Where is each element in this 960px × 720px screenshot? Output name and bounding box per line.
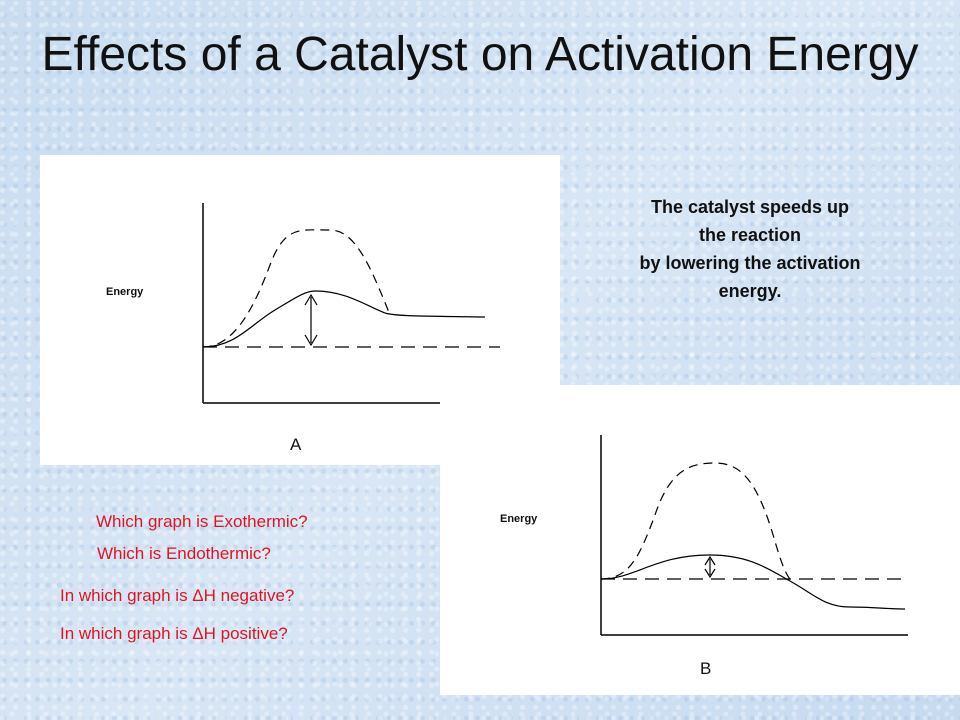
- question-exothermic: Which graph is Exothermic?: [96, 512, 308, 531]
- graph-a-caption: A: [290, 435, 302, 454]
- note-line: by lowering the activation: [639, 253, 861, 273]
- note-line: energy.: [718, 281, 782, 301]
- uncatalyzed-curve: [202, 229, 391, 348]
- graph-b-panel: Energy B: [440, 385, 960, 695]
- slide-title: Effects of a Catalyst on Activation Ener…: [41, 28, 919, 81]
- catalyzed-curve: [202, 290, 486, 348]
- graph-b-y-label: Energy: [500, 513, 538, 525]
- catalyzed-curve: [600, 554, 906, 610]
- catalyst-note: The catalyst speeds up the reaction by l…: [580, 193, 920, 305]
- note-line: The catalyst speeds up: [650, 197, 850, 217]
- graph-b-figure: [600, 435, 908, 636]
- activation-energy-arrow: [304, 293, 318, 347]
- uncatalyzed-curve: [600, 462, 793, 583]
- note-line: the reaction: [698, 225, 802, 245]
- question-delta-h-negative: In which graph is ΔH negative?: [60, 586, 295, 605]
- graph-a-figure: [202, 203, 510, 404]
- question-endothermic: Which is Endothermic?: [97, 544, 271, 563]
- graph-a-y-label: Energy: [106, 286, 144, 298]
- activation-energy-arrow: [704, 555, 716, 579]
- question-delta-h-positive: In which graph is ΔH positive?: [60, 624, 288, 643]
- graph-a-panel: Energy A: [40, 155, 560, 465]
- graph-b-caption: B: [700, 659, 712, 678]
